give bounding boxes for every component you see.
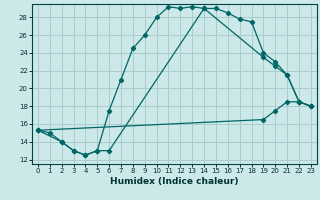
X-axis label: Humidex (Indice chaleur): Humidex (Indice chaleur) bbox=[110, 177, 239, 186]
